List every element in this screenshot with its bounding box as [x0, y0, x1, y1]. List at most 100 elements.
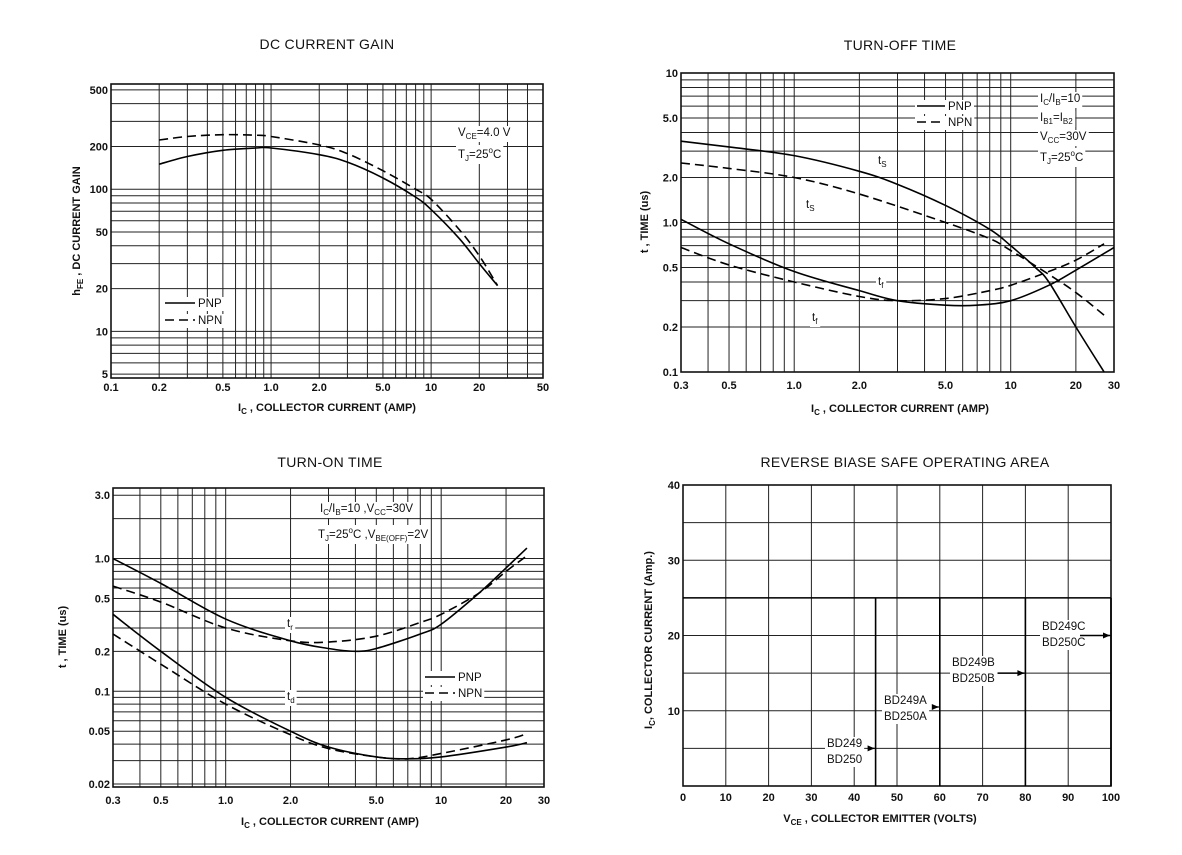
x-axis-label: IC , COLLECTOR CURRENT (AMP): [238, 402, 416, 416]
y-tick-label: 40: [668, 480, 680, 492]
x-tick-label: 50: [891, 792, 903, 804]
x-tick-label: 90: [1062, 792, 1074, 804]
y-tick-label: 5: [102, 369, 108, 381]
x-axis-label: IC , COLLECTOR CURRENT (AMP): [241, 816, 419, 830]
y-tick-label: 50: [96, 227, 108, 239]
condition-annotation-text: VCC=30V: [1040, 131, 1087, 145]
y-tick-label: 0.02: [89, 779, 110, 791]
condition-annotation-text: TJ=25oC: [1040, 149, 1083, 166]
y-tick-label: 10: [668, 706, 680, 718]
chart-title-turn-on-time: TURN-ON TIME: [277, 454, 382, 470]
x-axis-label-text: IC , COLLECTOR CURRENT (AMP): [241, 816, 419, 830]
x-tick-label: 30: [1108, 380, 1120, 392]
y-axis-label: t , TIME (us): [57, 606, 69, 669]
curve-label-text: tS: [878, 155, 887, 169]
curve-label-text: tf: [812, 312, 818, 326]
x-tick-label: 100: [1102, 792, 1120, 804]
y-tick-label: 20: [668, 631, 680, 643]
soa-boundaries: [683, 597, 1112, 786]
device-name: BD249: [827, 738, 862, 750]
arrow-head-icon: [1017, 670, 1025, 677]
y-tick-label: 200: [90, 141, 108, 153]
arrow-head-icon: [931, 703, 939, 710]
y-tick-label: 20: [96, 284, 108, 296]
curve-label: td: [285, 690, 297, 706]
y-tick-label: 0.5: [663, 263, 678, 275]
x-tick-label: 1.0: [263, 382, 278, 394]
curve-label: tr: [285, 617, 296, 633]
x-tick-label: 1.0: [787, 380, 802, 392]
y-tick-label: 30: [668, 555, 680, 567]
x-tick-label: 0.5: [215, 382, 230, 394]
y-tick-label: 0.2: [95, 646, 110, 658]
y-tick-label: 10: [666, 68, 678, 80]
device-name: BD250A: [884, 711, 927, 723]
y-tick-label: 0.1: [95, 686, 110, 698]
condition-annotation-text: VCE=4.0 V: [458, 127, 511, 141]
y-axis-label: hFE , DC CURRENT GAIN: [71, 166, 85, 295]
x-tick-label: 80: [1019, 792, 1031, 804]
x-tick-label: 5.0: [938, 380, 953, 392]
x-tick-label: 0: [680, 792, 686, 804]
y-tick-label: 1.0: [95, 554, 110, 566]
condition-annotation-text: TJ=25oC ,VBE(OFF)=2V: [318, 526, 428, 543]
y-tick-label: 3.0: [95, 490, 110, 502]
legend-label: NPN: [198, 315, 222, 327]
condition-annotation: IC/IB=10: [1038, 92, 1083, 108]
y-tick-label: 0.5: [95, 593, 110, 605]
series-pnp-line: [158, 146, 499, 287]
device-label: BD249B BD250B: [950, 656, 998, 686]
device-name: BD249C: [1042, 621, 1085, 633]
y-tick-label: 10: [96, 326, 108, 338]
y-axis-label-text: t , TIME (us): [57, 606, 69, 669]
turn-on-time-chart: 0.3 0.5 1.0 2.0 5.0 10 20 30 0.02 0.05 0.1 0.2 0.5 1.…: [57, 487, 550, 830]
series-npn-line: [159, 133, 499, 287]
chart-title-turn-off-time: TURN-OFF TIME: [844, 37, 957, 53]
device-label: BD249C BD250C: [1040, 620, 1088, 650]
condition-annotation-text: IB1=IB2: [1040, 112, 1073, 126]
y-tick-label: 500: [90, 85, 108, 97]
y-tick-label: 0.2: [663, 322, 678, 334]
device-label: BD249 BD250: [825, 737, 865, 767]
condition-annotation: IC/IB=10 ,VCC=30V: [318, 502, 416, 518]
x-tick-label: 2.0: [852, 380, 867, 392]
x-tick-label: 30: [805, 792, 817, 804]
curve-label: tf: [876, 275, 887, 291]
curve-label-text: tS: [806, 199, 815, 213]
series-pnp-td-line: [112, 613, 528, 760]
x-axis-label-text: IC , COLLECTOR CURRENT (AMP): [238, 402, 416, 416]
x-tick-label: 40: [848, 792, 860, 804]
legend: PNP NPN: [163, 297, 225, 328]
x-tick-label: 50: [537, 382, 549, 394]
y-axis-label: IC, COLLECTOR CURRENT (Amp.): [643, 551, 657, 729]
curve-label-text: tf: [878, 276, 884, 290]
x-tick-label: 5.0: [369, 795, 384, 807]
x-axis-label-text: IC , COLLECTOR CURRENT (AMP): [811, 403, 989, 417]
legend-label: PNP: [198, 298, 222, 310]
condition-annotation-text: IC/IB=10 ,VCC=30V: [320, 503, 413, 517]
legend: PNP NPN: [423, 671, 485, 701]
condition-annotation: VCE=4.0 V: [456, 126, 513, 142]
y-tick-label: 0.1: [663, 367, 678, 379]
rbsoa-chart: 0 10 20 30 40 50 60 70 80 90 100 10 20 30 40 VCE , COLL…: [643, 480, 1120, 827]
plot-frame: [110, 83, 544, 379]
x-tick-label: 10: [435, 795, 447, 807]
plot-frame: [112, 487, 545, 788]
legend-label: NPN: [458, 688, 482, 700]
chart-title-rbsoa: REVERSE BIASE SAFE OPERATING AREA: [761, 454, 1050, 470]
device-name: BD250C: [1042, 637, 1085, 649]
x-tick-label: 0.2: [152, 382, 167, 394]
condition-annotation: IB1=IB2: [1038, 111, 1076, 127]
arrow-head-icon: [1103, 632, 1110, 639]
device-name: BD250: [827, 754, 862, 766]
series-npn-td-line: [112, 633, 528, 760]
condition-annotation: TJ=25oC ,VBE(OFF)=2V: [316, 525, 431, 544]
x-tick-label: 20: [473, 382, 485, 394]
y-tick-label: 2.0: [663, 172, 678, 184]
x-tick-label: 20: [762, 792, 774, 804]
curve-label: tf: [810, 311, 821, 327]
legend: PNP NPN: [915, 100, 975, 130]
condition-annotation-text: TJ=25oC: [458, 146, 501, 163]
curve-label: tS: [876, 154, 889, 170]
series-pnp-ts-line: [680, 140, 1105, 373]
